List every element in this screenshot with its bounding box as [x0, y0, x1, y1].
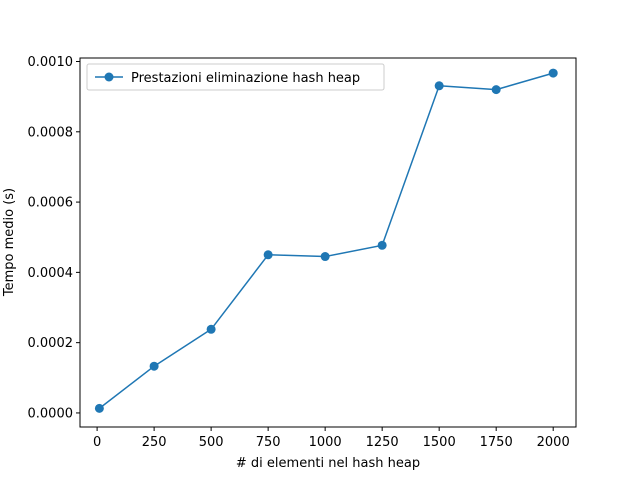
y-tick-label: 0.0004 [28, 266, 74, 281]
plot-frame [79, 57, 577, 428]
data-point [206, 324, 216, 334]
x-tick-label: 1500 [423, 435, 456, 450]
legend-box [86, 63, 385, 91]
axis-ticks: 0 250 500 750 1000 1250 1500 1750 2000 0.0000 0.00… [28, 55, 570, 450]
data-point [548, 68, 558, 78]
legend-marker-swatch [104, 72, 114, 82]
y-tick-label: 0.0008 [28, 125, 74, 140]
x-tick-label: 750 [256, 435, 281, 450]
x-tick-label: 250 [142, 435, 167, 450]
data-point [94, 403, 104, 413]
y-axis-label: Tempo medio (s) [2, 188, 17, 297]
x-tick-label: 1750 [480, 435, 513, 450]
plot-area [94, 68, 558, 413]
x-tick-label: 1000 [309, 435, 342, 450]
data-point [491, 85, 501, 95]
y-tick-label: 0.0006 [28, 196, 74, 211]
x-tick-label: 0 [93, 435, 101, 450]
data-point [320, 252, 330, 262]
data-point [263, 250, 273, 260]
y-tick-label: 0.0002 [28, 336, 74, 351]
x-tick-label: 500 [199, 435, 224, 450]
x-tick-label: 2000 [537, 435, 570, 450]
data-point [434, 81, 444, 91]
x-tick-label: 1250 [366, 435, 399, 450]
x-axis-label: # di elementi nel hash heap [236, 456, 420, 471]
y-tick-label: 0.0000 [28, 406, 74, 421]
legend-series-label: Prestazioni eliminazione hash heap [131, 71, 360, 86]
data-point [377, 240, 387, 250]
y-tick-label: 0.0010 [28, 55, 74, 70]
data-point [149, 361, 159, 371]
legend: Prestazioni eliminazione hash heap [86, 63, 385, 91]
